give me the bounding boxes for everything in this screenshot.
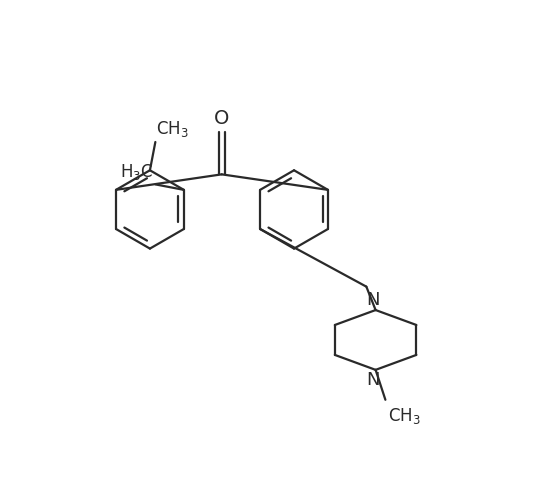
Text: CH$_3$: CH$_3$ [388, 406, 421, 426]
Text: H$_3$C: H$_3$C [120, 162, 153, 182]
Text: N: N [367, 291, 380, 309]
Text: CH$_3$: CH$_3$ [156, 119, 189, 139]
Text: N: N [367, 371, 380, 389]
Text: O: O [214, 109, 229, 128]
